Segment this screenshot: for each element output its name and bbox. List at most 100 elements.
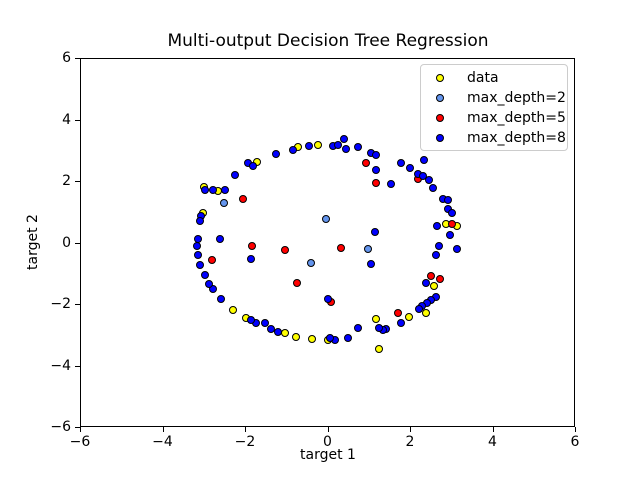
y-axis-tick <box>75 427 80 428</box>
scatter-point-max_depth=8 <box>425 176 434 185</box>
scatter-point-max_depth=8 <box>339 134 348 143</box>
scatter-point-max_depth=8 <box>325 334 334 343</box>
legend-marker-icon <box>436 94 444 102</box>
scatter-point-max_depth=5 <box>239 195 248 204</box>
scatter-point-max_depth=8 <box>288 145 297 154</box>
scatter-point-max_depth=5 <box>208 256 216 265</box>
y-axis-tick <box>75 242 80 244</box>
y-tick-label: −4 <box>50 357 71 374</box>
legend-item-max_depth=8: max_depth=8 <box>421 128 567 148</box>
legend-item-max_depth=2: max_depth=2 <box>421 88 567 108</box>
x-axis-tick <box>245 427 246 432</box>
scatter-point-max_depth=8 <box>420 156 429 165</box>
legend-marker-icon <box>436 114 444 122</box>
scatter-point-max_depth=8 <box>353 143 362 152</box>
scatter-point-max_depth=8 <box>196 216 205 225</box>
scatter-point-max_depth=8 <box>200 271 209 280</box>
y-axis-tick <box>75 119 80 121</box>
scatter-point-max_depth=2 <box>322 214 331 223</box>
scatter-point-max_depth=8 <box>217 295 226 304</box>
chart-title: Multi-output Decision Tree Regression <box>167 31 489 51</box>
scatter-point-max_depth=8 <box>247 315 256 324</box>
scatter-point-max_depth=8 <box>209 284 218 293</box>
y-tick-label: −6 <box>50 419 71 435</box>
scatter-point-max_depth=8 <box>193 250 202 259</box>
scatter-point-max_depth=8 <box>372 165 381 174</box>
scatter-point-max_depth=8 <box>200 186 209 195</box>
y-tick-label: 0 <box>62 234 71 251</box>
legend-marker-icon <box>436 74 444 82</box>
scatter-point-max_depth=8 <box>375 323 384 332</box>
x-axis-tick <box>162 427 164 432</box>
y-axis-tick <box>75 181 80 182</box>
scatter-point-data <box>229 306 238 315</box>
legend-item-max_depth=5: max_depth=5 <box>421 108 567 128</box>
legend-label: max_depth=5 <box>467 110 566 126</box>
scatter-point-max_depth=2 <box>219 199 228 208</box>
scatter-point-max_depth=5 <box>394 309 403 318</box>
scatter-point-max_depth=8 <box>247 254 256 263</box>
y-tick-label: 4 <box>62 111 71 128</box>
x-tick-label: 2 <box>405 434 415 450</box>
legend-marker-icon <box>436 134 444 142</box>
scatter-point-max_depth=5 <box>247 242 256 251</box>
scatter-point-data <box>405 312 414 321</box>
scatter-point-max_depth=5 <box>280 246 289 255</box>
scatter-point-max_depth=2 <box>363 244 372 253</box>
scatter-point-max_depth=8 <box>220 185 229 194</box>
scatter-point-max_depth=8 <box>323 295 332 304</box>
scatter-point-max_depth=5 <box>362 158 371 167</box>
scatter-point-max_depth=8 <box>334 141 343 150</box>
x-tick-label: 6 <box>570 434 580 450</box>
scatter-point-max_depth=5 <box>447 220 456 229</box>
y-tick-label: −2 <box>50 296 71 312</box>
scatter-point-max_depth=8 <box>372 150 381 159</box>
scatter-point-max_depth=8 <box>196 260 205 269</box>
scatter-point-data <box>422 309 431 318</box>
scatter-point-data <box>292 333 301 342</box>
scatter-point-max_depth=8 <box>396 159 405 168</box>
scatter-point-max_depth=8 <box>448 209 457 218</box>
scatter-point-max_depth=8 <box>415 304 424 313</box>
y-axis-tick <box>75 58 80 59</box>
scatter-point-max_depth=8 <box>431 250 440 259</box>
scatter-point-max_depth=8 <box>406 164 415 173</box>
x-tick-label: −6 <box>69 434 91 450</box>
legend-rows: data max_depth=2 max_depth=5 max_depth=8 <box>421 68 567 148</box>
x-tick-label: 0 <box>323 434 332 450</box>
scatter-point-max_depth=8 <box>305 142 314 151</box>
x-tick-label: −4 <box>152 434 173 450</box>
x-axis-tick <box>80 427 81 432</box>
scatter-point-max_depth=8 <box>260 318 269 327</box>
scatter-point-max_depth=8 <box>446 230 455 239</box>
scatter-point-max_depth=8 <box>272 149 281 158</box>
scatter-point-max_depth=8 <box>274 327 282 336</box>
scatter-point-max_depth=8 <box>443 196 452 205</box>
scatter-point-data <box>375 344 384 353</box>
scatter-point-max_depth=8 <box>343 334 352 343</box>
scatter-point-max_depth=8 <box>387 180 396 189</box>
scatter-point-max_depth=8 <box>230 170 239 179</box>
y-axis-tick <box>75 365 80 367</box>
scatter-point-max_depth=8 <box>215 234 224 243</box>
plot-canvas <box>80 58 575 427</box>
scatter-point-max_depth=8 <box>370 228 379 237</box>
legend-item-data: data <box>421 68 567 88</box>
scatter-point-max_depth=8 <box>396 319 405 328</box>
legend-label: max_depth=8 <box>467 130 566 146</box>
y-axis-tick <box>75 304 80 305</box>
scatter-point-max_depth=8 <box>342 144 351 153</box>
scatter-point-max_depth=8 <box>353 323 362 332</box>
scatter-point-data <box>314 141 322 150</box>
scatter-point-max_depth=8 <box>418 172 427 181</box>
scatter-point-max_depth=8 <box>209 186 218 195</box>
x-axis-tick <box>575 427 576 432</box>
scatter-point-max_depth=5 <box>337 244 346 253</box>
legend-label: max_depth=2 <box>467 90 566 106</box>
scatter-point-max_depth=8 <box>453 244 462 253</box>
scatter-point-max_depth=8 <box>433 221 442 230</box>
legend-label: data <box>467 70 499 86</box>
scatter-point-max_depth=8 <box>266 325 275 334</box>
x-tick-label: −2 <box>234 434 256 450</box>
scatter-point-max_depth=8 <box>422 279 431 288</box>
